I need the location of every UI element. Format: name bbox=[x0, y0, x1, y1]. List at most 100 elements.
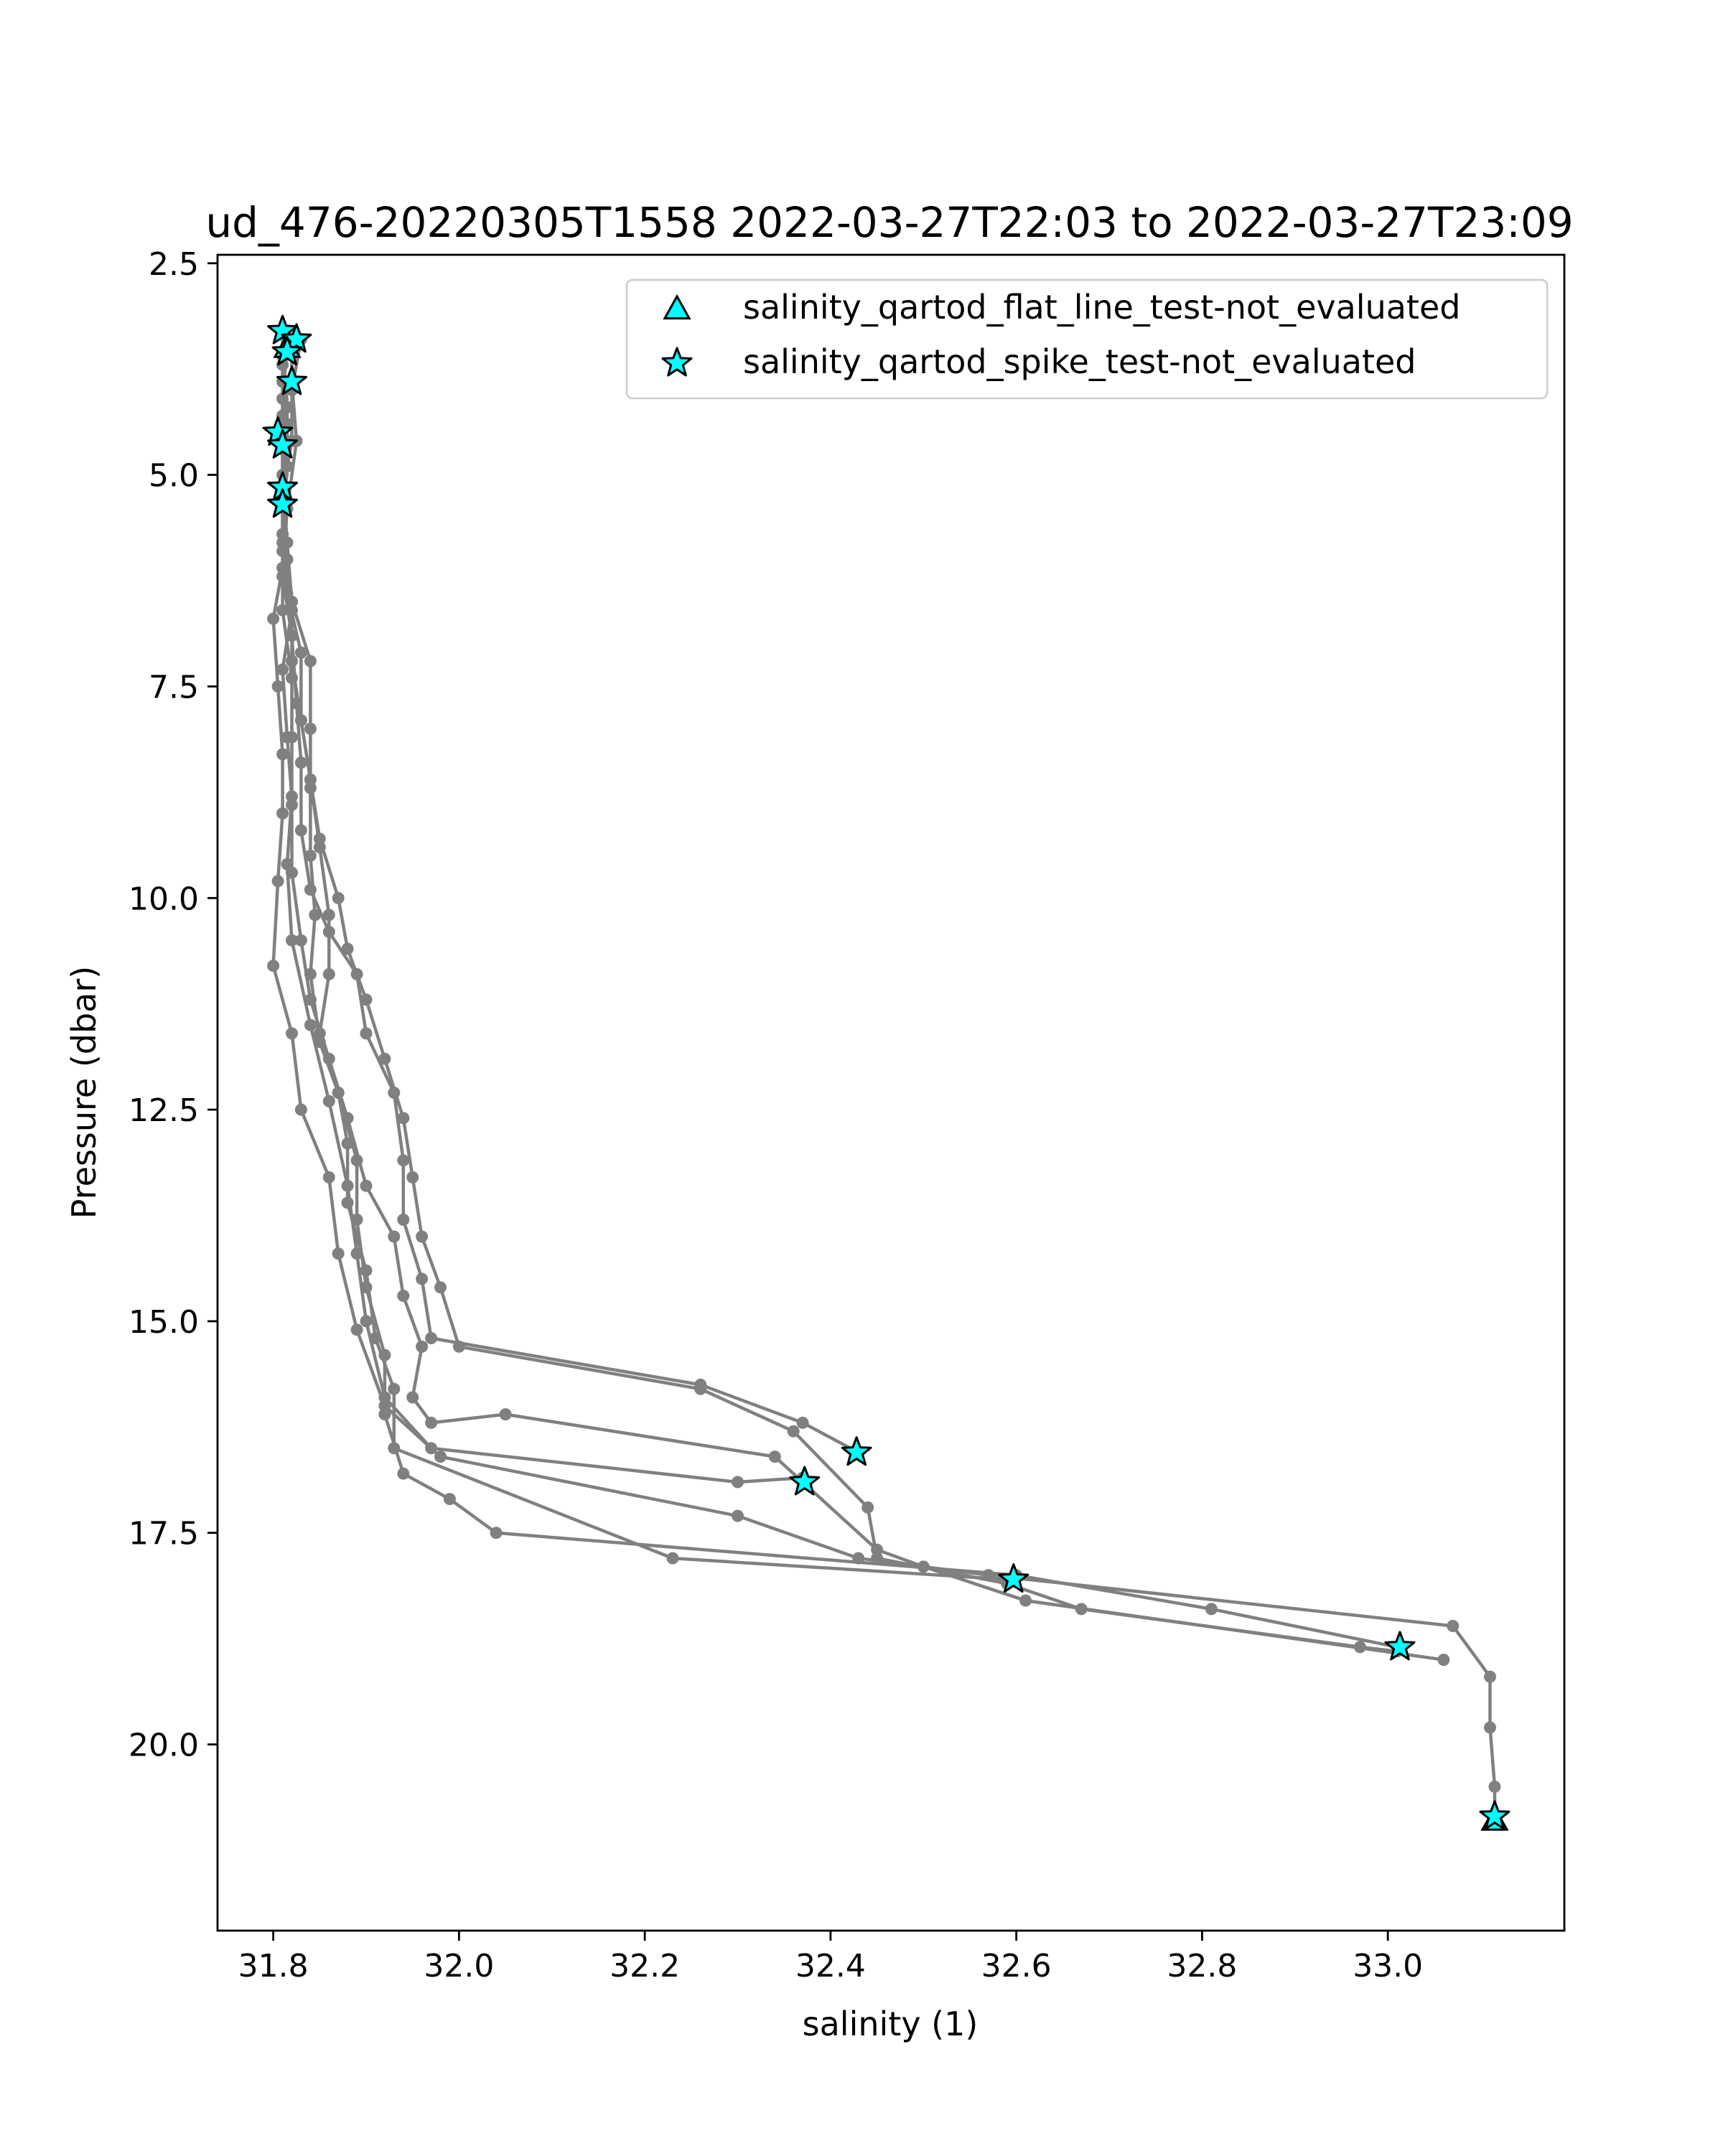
spike-marker bbox=[1384, 1631, 1416, 1661]
y-axis-label: Pressure (dbar) bbox=[65, 966, 103, 1219]
legend-label-spike: salinity_qartod_spike_test-not_evaluated bbox=[743, 342, 1416, 381]
profile-point bbox=[397, 1112, 410, 1125]
profile-point bbox=[397, 1213, 410, 1226]
profile-point bbox=[304, 1018, 317, 1031]
profile-point bbox=[276, 536, 289, 549]
spike-marker bbox=[267, 488, 298, 518]
profile-point bbox=[360, 1315, 373, 1328]
x-tick-label: 32.4 bbox=[795, 1948, 866, 1984]
legend-star-marker bbox=[661, 347, 693, 377]
profile-point bbox=[768, 1450, 781, 1463]
profile-point bbox=[294, 714, 307, 727]
profile-point bbox=[360, 1179, 373, 1192]
profile-point bbox=[1447, 1620, 1460, 1632]
profile-point bbox=[1484, 1721, 1496, 1734]
x-tick-label: 32.2 bbox=[610, 1948, 680, 1984]
spike-marker bbox=[841, 1436, 872, 1466]
profile-point bbox=[490, 1527, 503, 1539]
y-tick-label: 20.0 bbox=[129, 1728, 199, 1764]
profile-point bbox=[1205, 1603, 1218, 1616]
spike-marker bbox=[276, 365, 307, 395]
profile-point bbox=[286, 799, 298, 811]
profile-point bbox=[341, 942, 354, 955]
profile-point bbox=[271, 680, 284, 693]
profile-point bbox=[1437, 1654, 1450, 1667]
profile-point bbox=[276, 604, 289, 617]
profile-point bbox=[313, 833, 326, 845]
profile-point bbox=[276, 663, 289, 676]
legend: salinity_qartod_flat_line_test-not_evalu… bbox=[625, 278, 1549, 400]
x-tick-label: 31.8 bbox=[238, 1948, 309, 1984]
profile-point bbox=[416, 1340, 429, 1353]
profile-point bbox=[416, 1272, 429, 1285]
profile-point bbox=[332, 1087, 345, 1099]
profile-point bbox=[1484, 1670, 1496, 1683]
profile-point bbox=[378, 1052, 391, 1065]
profile-point bbox=[304, 849, 317, 862]
profile-point bbox=[443, 1493, 456, 1506]
x-tick-label: 33.0 bbox=[1353, 1948, 1423, 1984]
profile-point bbox=[304, 773, 317, 786]
profile-point bbox=[276, 748, 289, 761]
plot-area-frame bbox=[216, 253, 1566, 1932]
profile-point bbox=[732, 1476, 744, 1489]
spike-marker bbox=[281, 323, 312, 353]
profile-point bbox=[294, 646, 307, 659]
profile-point bbox=[787, 1425, 800, 1438]
profile-point bbox=[341, 1196, 354, 1209]
profile-point bbox=[732, 1509, 744, 1522]
spike-marker bbox=[998, 1563, 1029, 1593]
profile-point bbox=[341, 1137, 354, 1150]
profile-point bbox=[294, 934, 307, 947]
profile-point bbox=[499, 1408, 512, 1421]
profile-point bbox=[360, 993, 373, 1006]
profile-point bbox=[388, 1442, 401, 1455]
profile-point bbox=[286, 1027, 298, 1040]
profile-point bbox=[425, 1416, 438, 1429]
profile-point bbox=[416, 1230, 429, 1243]
profile-point bbox=[406, 1171, 419, 1184]
y-tick-label: 7.5 bbox=[149, 669, 199, 706]
x-tick-label: 32.6 bbox=[981, 1948, 1052, 1984]
profile-point bbox=[313, 1036, 326, 1049]
y-tick-label: 2.5 bbox=[149, 246, 199, 283]
profile-point bbox=[360, 1027, 373, 1040]
spike-marker bbox=[262, 416, 294, 446]
y-tick-label: 5.0 bbox=[149, 458, 199, 495]
profile-point bbox=[666, 1552, 679, 1565]
profile-point bbox=[434, 1281, 447, 1294]
legend-box bbox=[625, 278, 1549, 400]
profile-point bbox=[286, 866, 298, 879]
profile-point bbox=[286, 934, 298, 947]
profile-point bbox=[322, 909, 335, 922]
profile-point bbox=[378, 1408, 391, 1421]
profile-point bbox=[304, 722, 317, 735]
profile-point bbox=[304, 655, 317, 667]
profile-point bbox=[434, 1450, 447, 1463]
profile-point bbox=[796, 1416, 809, 1429]
legend-triangle-marker bbox=[663, 294, 691, 320]
profile-point bbox=[397, 1290, 410, 1302]
profile-point bbox=[332, 1247, 345, 1260]
profile-point bbox=[1353, 1641, 1366, 1654]
profile-point bbox=[871, 1552, 884, 1565]
profile-point bbox=[397, 1154, 410, 1167]
profile-point bbox=[267, 960, 280, 972]
profile-point bbox=[406, 1391, 419, 1404]
x-tick-label: 32.8 bbox=[1167, 1948, 1237, 1984]
spike-marker bbox=[267, 314, 298, 345]
profile-point bbox=[294, 756, 307, 769]
profile-point bbox=[276, 807, 289, 820]
profile-point bbox=[397, 1467, 410, 1480]
qc-markers bbox=[262, 314, 1510, 1831]
spike-marker bbox=[789, 1466, 821, 1496]
x-tick-label: 32.0 bbox=[424, 1948, 494, 1984]
profile-point bbox=[322, 967, 335, 980]
profile-point bbox=[694, 1382, 707, 1395]
profile-point bbox=[286, 655, 298, 667]
legend-triangle-icon bbox=[663, 294, 691, 320]
chart-title: ud_476-20220305T1558 2022-03-27T22:03 to… bbox=[205, 198, 1573, 247]
profile-point bbox=[1488, 1781, 1501, 1793]
